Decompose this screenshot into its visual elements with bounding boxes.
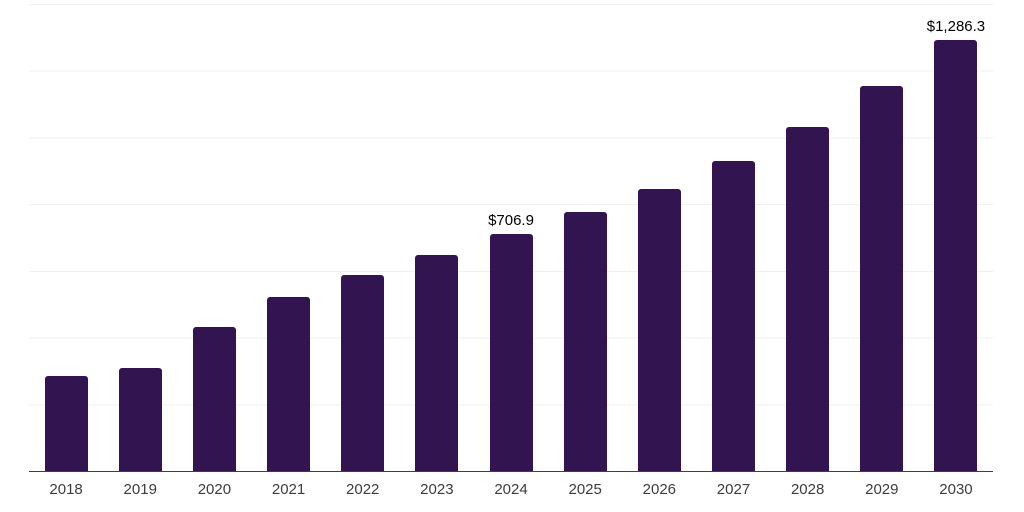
value-label-2030: $1,286.3 xyxy=(926,18,986,36)
x-axis-labels: 2018 2019 2020 2021 2022 2023 2024 2025 2026 2027… xyxy=(29,481,993,503)
bar-2022 xyxy=(341,275,385,471)
bar-2025 xyxy=(563,212,607,471)
x-label-2021: 2021 xyxy=(271,481,306,498)
x-label-2026: 2026 xyxy=(642,481,677,498)
x-label-2020: 2020 xyxy=(197,481,232,498)
bar-slot-2020 xyxy=(177,4,251,471)
bar-2019 xyxy=(118,367,162,471)
x-label-2022: 2022 xyxy=(346,481,380,498)
x-label-2024: 2024 xyxy=(494,481,528,498)
bar-2027 xyxy=(711,160,755,471)
bar-slot-2025 xyxy=(548,4,622,471)
bar-2023 xyxy=(415,254,459,471)
bar-2026 xyxy=(637,188,681,471)
bar-2021 xyxy=(267,297,311,471)
bar-slot-2029 xyxy=(845,4,919,471)
bar-slot-2022 xyxy=(326,4,400,471)
x-label-2030: 2030 xyxy=(939,481,973,498)
x-label-2025: 2025 xyxy=(568,481,602,498)
bar-slot-2028 xyxy=(771,4,845,471)
bars-container: $706.9 $1,286.3 xyxy=(29,4,993,471)
bar-2018 xyxy=(44,375,88,471)
bar-2029 xyxy=(860,85,904,471)
value-label-2024: $706.9 xyxy=(488,212,534,230)
x-label-2027: 2027 xyxy=(716,481,751,498)
x-label-2019: 2019 xyxy=(123,481,157,498)
x-label-2023: 2023 xyxy=(420,481,454,498)
x-label-2018: 2018 xyxy=(49,481,83,498)
bar-2024 xyxy=(489,234,533,471)
bar-slot-2021 xyxy=(251,4,325,471)
x-label-2028: 2028 xyxy=(790,481,825,498)
bar-slot-2027 xyxy=(696,4,770,471)
bar-slot-2018 xyxy=(29,4,103,471)
plot-area: $706.9 $1,286.3 xyxy=(29,4,993,472)
bar-2030 xyxy=(934,40,978,471)
bar-slot-2024: $706.9 xyxy=(474,4,548,471)
bar-2020 xyxy=(192,326,236,471)
x-label-2029: 2029 xyxy=(865,481,899,498)
bar-slot-2026 xyxy=(622,4,696,471)
bar-2028 xyxy=(786,127,830,471)
bar-slot-2023 xyxy=(400,4,474,471)
bar-slot-2019 xyxy=(103,4,177,471)
bar-slot-2030: $1,286.3 xyxy=(919,4,993,471)
